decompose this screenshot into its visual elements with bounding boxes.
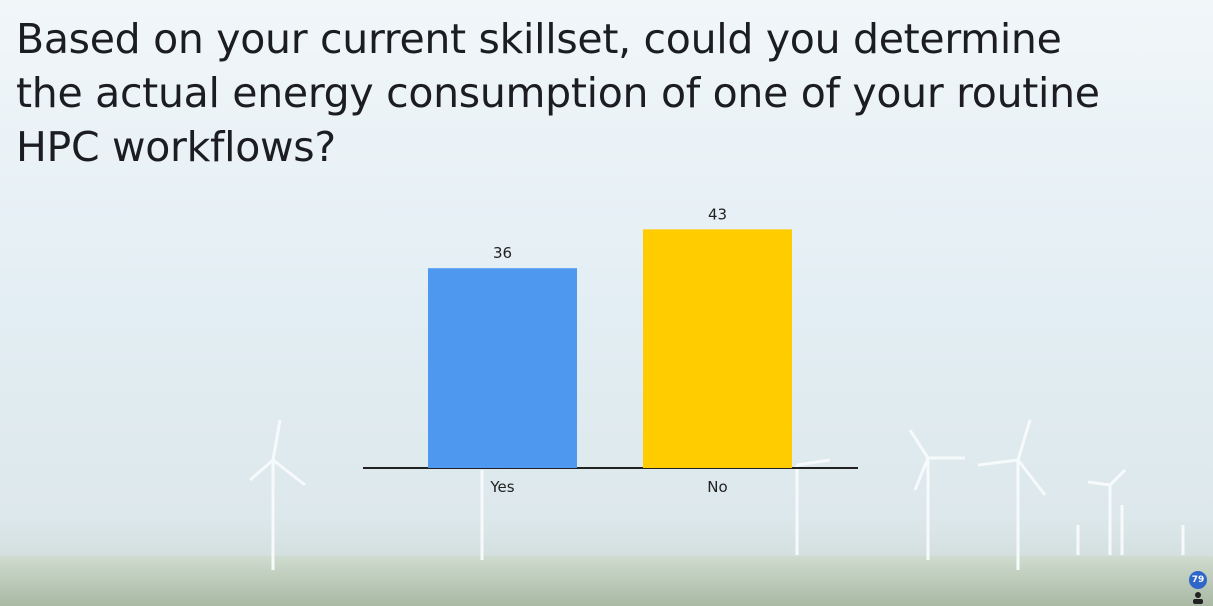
x-tick-label: No — [707, 478, 727, 496]
ground — [0, 556, 1213, 606]
bar — [428, 268, 577, 468]
person-icon — [1193, 592, 1203, 604]
slide-title: Based on your current skillset, could yo… — [16, 15, 1100, 171]
data-label: 43 — [708, 205, 727, 223]
turbines — [249, 419, 1185, 570]
data-label: 36 — [493, 244, 512, 262]
x-tick-label: Yes — [489, 478, 514, 496]
bar — [643, 229, 792, 468]
respondent-count: 79 — [1189, 571, 1207, 589]
